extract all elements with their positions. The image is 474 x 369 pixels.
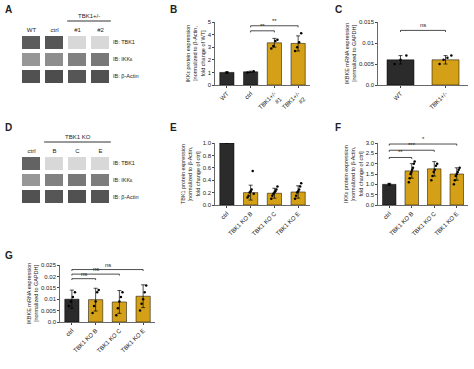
- svg-text:ctrl: ctrl: [65, 328, 75, 338]
- svg-text:WT: WT: [219, 90, 230, 101]
- svg-text:5: 5: [208, 19, 212, 25]
- svg-text:TBK1 KO E: TBK1 KO E: [275, 211, 301, 237]
- svg-text:TBK1 KO E: TBK1 KO E: [433, 211, 459, 237]
- svg-text:B: B: [170, 4, 177, 15]
- svg-text:ns: ns: [93, 266, 99, 272]
- svg-text:1.0: 1.0: [366, 181, 375, 187]
- svg-text:0.0: 0.0: [203, 202, 212, 208]
- svg-text:TBK1 protein expression[normal: TBK1 protein expression[normalized to β-…: [180, 144, 200, 204]
- svg-text:IKKε protein expression[normal: IKKε protein expression[normalized to β-…: [185, 25, 205, 83]
- svg-text:2.0: 2.0: [366, 161, 375, 167]
- svg-text:0.01: 0.01: [44, 296, 56, 302]
- svg-text:0.4: 0.4: [203, 177, 212, 183]
- svg-text:IB: TBK1: IB: TBK1: [113, 39, 135, 45]
- svg-text:4: 4: [208, 32, 212, 38]
- svg-text:0.5: 0.5: [366, 192, 375, 198]
- svg-text:IB: β-Actin: IB: β-Actin: [113, 194, 138, 200]
- svg-text:A: A: [5, 4, 12, 15]
- svg-text:0.005: 0.005: [359, 61, 375, 67]
- svg-text:0.0: 0.0: [366, 82, 375, 88]
- svg-text:E: E: [170, 122, 177, 133]
- svg-text:ctrl: ctrl: [28, 148, 36, 154]
- svg-text:ctrl: ctrl: [382, 211, 392, 221]
- svg-text:0: 0: [208, 82, 212, 88]
- svg-text:TBK1+/-#2: TBK1+/-#2: [281, 90, 307, 116]
- svg-text:0.8: 0.8: [203, 153, 212, 159]
- svg-text:ns: ns: [81, 271, 87, 277]
- svg-text:**: **: [398, 149, 403, 155]
- svg-text:TBK1+/-#1: TBK1+/-#1: [257, 90, 283, 116]
- svg-text:TBK1+/-: TBK1+/-: [78, 13, 100, 19]
- svg-text:TBK1 KO B: TBK1 KO B: [72, 328, 98, 354]
- svg-text:0.6: 0.6: [203, 165, 212, 171]
- svg-text:2: 2: [208, 57, 212, 63]
- svg-text:G: G: [5, 250, 13, 261]
- svg-text:IKBKE mRNA expression[normaliz: IKBKE mRNA expression[normalized to GAPD…: [26, 263, 39, 325]
- svg-text:ctrl: ctrl: [244, 91, 254, 101]
- svg-text:D: D: [5, 122, 12, 133]
- svg-text:***: ***: [408, 142, 416, 148]
- svg-text:3.0: 3.0: [366, 140, 375, 146]
- svg-text:TBK1 KO C: TBK1 KO C: [251, 210, 278, 237]
- svg-text:**: **: [260, 23, 265, 29]
- svg-text:1.0: 1.0: [203, 140, 212, 146]
- svg-text:0.01: 0.01: [362, 40, 374, 46]
- svg-text:ctrl: ctrl: [220, 211, 230, 221]
- svg-text:F: F: [335, 122, 341, 133]
- svg-text:IB: TBK1: IB: TBK1: [113, 160, 135, 166]
- svg-text:0.015: 0.015: [359, 19, 375, 25]
- svg-text:*: *: [422, 136, 425, 142]
- svg-text:C: C: [75, 148, 80, 154]
- svg-text:C: C: [335, 4, 342, 15]
- svg-text:1: 1: [208, 70, 212, 76]
- svg-text:TBK1+/-: TBK1+/-: [428, 91, 448, 111]
- svg-text:1.5: 1.5: [366, 171, 375, 177]
- svg-text:0.005: 0.005: [41, 308, 57, 314]
- svg-text:#1: #1: [74, 27, 81, 33]
- svg-text:TBK1 KO C: TBK1 KO C: [96, 327, 123, 354]
- svg-text:0.015: 0.015: [41, 285, 57, 291]
- svg-text:IKBKE mRNA expression[normaliz: IKBKE mRNA expression[normalized to GAPD…: [344, 23, 357, 85]
- svg-text:IKKε protein expression[normal: IKKε protein expression[normalized to β-…: [343, 145, 363, 203]
- svg-text:**: **: [272, 18, 277, 24]
- svg-text:0.2: 0.2: [203, 190, 212, 196]
- svg-text:TBK1 KO: TBK1 KO: [65, 134, 91, 140]
- svg-text:IB: IKKε: IB: IKKε: [113, 177, 133, 183]
- svg-text:TBK1 KO B: TBK1 KO B: [227, 211, 253, 237]
- svg-text:2.5: 2.5: [366, 150, 375, 156]
- svg-text:WT: WT: [27, 27, 37, 33]
- svg-text:#2: #2: [97, 27, 104, 33]
- svg-text:IB: IKKε: IB: IKKε: [113, 56, 133, 62]
- svg-text:3: 3: [208, 44, 212, 50]
- svg-text:TBK1 KO B: TBK1 KO B: [388, 211, 414, 237]
- svg-text:ns: ns: [420, 22, 426, 28]
- svg-text:ctrl: ctrl: [51, 27, 59, 33]
- svg-text:B: B: [52, 148, 56, 154]
- svg-text:IB: β-Actin: IB: β-Actin: [113, 73, 138, 79]
- svg-text:0.02: 0.02: [44, 274, 56, 280]
- svg-text:0.0: 0.0: [366, 202, 375, 208]
- svg-text:0.025: 0.025: [41, 262, 57, 268]
- svg-text:0.0: 0.0: [48, 319, 57, 325]
- svg-text:ns: ns: [105, 262, 111, 268]
- svg-text:TBK1 KO C: TBK1 KO C: [411, 210, 438, 237]
- svg-text:TBK1 KO E: TBK1 KO E: [120, 328, 146, 354]
- svg-text:E: E: [98, 148, 102, 154]
- svg-text:WT: WT: [392, 90, 403, 101]
